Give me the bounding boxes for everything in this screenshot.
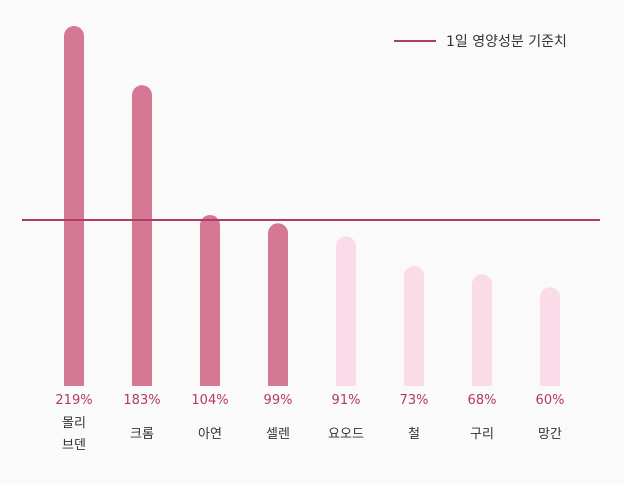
bar-7	[472, 274, 492, 386]
category-label-4: 셀렌	[266, 427, 290, 442]
category-label-8: 망간	[538, 427, 562, 442]
bar-3	[200, 215, 220, 386]
category-label-7: 구리	[470, 427, 494, 442]
bar-2	[132, 85, 152, 386]
bar-1	[64, 26, 84, 386]
category-label-5: 요오드	[328, 427, 364, 442]
category-label-1-line-2: 브덴	[62, 438, 86, 453]
value-label-2: 183%	[123, 393, 160, 408]
value-label-6: 73%	[400, 393, 429, 408]
legend-label: 1일 영양성분 기준치	[446, 34, 567, 50]
value-label-7: 68%	[468, 393, 497, 408]
value-label-1: 219%	[55, 393, 92, 408]
value-label-8: 60%	[536, 393, 565, 408]
category-label-6: 철	[408, 427, 420, 442]
value-label-5: 91%	[332, 393, 361, 408]
bar-6	[404, 266, 424, 386]
value-label-4: 99%	[264, 393, 293, 408]
value-label-3: 104%	[191, 393, 228, 408]
bar-5	[336, 236, 356, 386]
bar-8	[540, 287, 560, 386]
category-label-2: 크롬	[130, 427, 154, 442]
category-label-3: 아연	[198, 427, 222, 442]
bar-4	[268, 223, 288, 386]
bars-group	[64, 26, 560, 386]
category-label-1-line-1: 몰리	[62, 416, 86, 431]
legend: 1일 영양성분 기준치	[394, 34, 567, 50]
